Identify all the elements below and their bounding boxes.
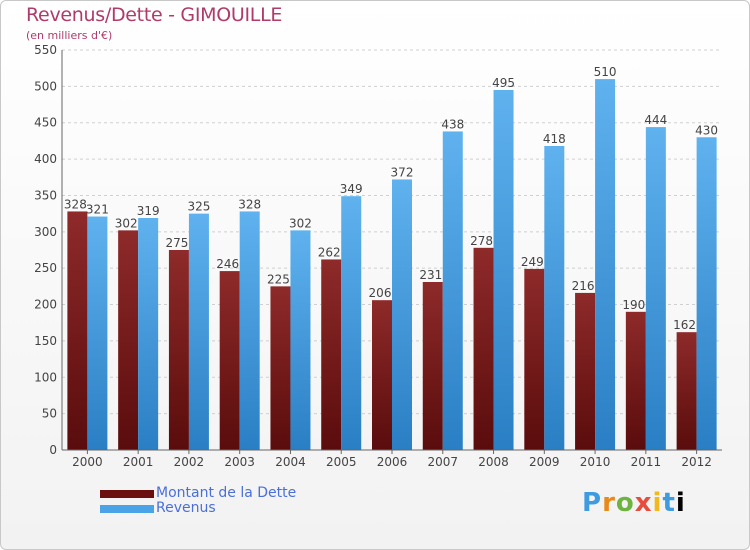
bar-revenus	[392, 179, 412, 451]
bar-dette	[625, 311, 646, 450]
x-tick-label: 2002	[174, 455, 205, 469]
x-tick-label: 2001	[123, 455, 154, 469]
data-label-dette: 328	[64, 197, 87, 211]
bar-dette	[118, 230, 139, 450]
bar-revenus	[341, 196, 362, 450]
legend-label-revenus: Revenus	[156, 500, 216, 516]
data-label-revenus: 372	[391, 165, 414, 179]
data-label-dette: 231	[419, 268, 442, 282]
data-label-revenus: 495	[492, 76, 515, 90]
bar-dette	[67, 211, 88, 450]
data-label-revenus: 328	[238, 197, 261, 211]
bar-revenus	[442, 131, 463, 451]
y-tick-label: 50	[42, 407, 57, 421]
bar-revenus	[188, 213, 209, 450]
bar-revenus	[696, 137, 717, 451]
y-tick-label: 550	[34, 43, 57, 57]
data-label-dette: 225	[267, 272, 290, 286]
data-label-revenus: 444	[644, 113, 667, 127]
bar-dette	[676, 332, 697, 450]
x-tick-label: 2007	[427, 455, 458, 469]
data-label-revenus: 430	[695, 123, 718, 137]
x-tick-label: 2006	[377, 455, 408, 469]
bar-dette	[473, 247, 494, 450]
y-tick-label: 400	[34, 152, 57, 166]
bar-revenus	[239, 211, 260, 450]
x-tick-label: 2000	[72, 455, 103, 469]
y-tick-label: 0	[49, 443, 57, 457]
data-label-dette: 216	[572, 279, 595, 293]
chart-title: Revenus/Dette - GIMOUILLE	[26, 4, 283, 26]
x-tick-label: 2008	[478, 455, 509, 469]
x-tick-label: 2012	[681, 455, 712, 469]
legend-swatch-revenus	[100, 504, 154, 513]
bar-dette	[321, 259, 342, 450]
data-label-revenus: 321	[86, 203, 109, 217]
bar-revenus	[138, 218, 159, 450]
bar-revenus	[290, 230, 311, 450]
data-label-dette: 246	[216, 257, 239, 271]
bar-dette	[575, 292, 596, 450]
bar-dette	[524, 268, 545, 450]
bar-revenus	[645, 127, 666, 450]
data-label-dette: 302	[115, 216, 138, 230]
y-tick-label: 300	[34, 225, 57, 239]
x-tick-label: 2003	[224, 455, 255, 469]
data-label-revenus: 319	[137, 204, 160, 218]
x-tick-label: 2005	[326, 455, 357, 469]
chart-legend: Montant de la Dette Revenus	[100, 486, 296, 516]
data-label-revenus: 510	[594, 65, 617, 79]
data-label-revenus: 302	[289, 216, 312, 230]
legend-item-dette: Montant de la Dette	[100, 486, 296, 501]
y-tick-label: 150	[34, 334, 57, 348]
data-label-dette: 249	[521, 255, 544, 269]
data-label-dette: 262	[318, 245, 341, 259]
y-tick-label: 250	[34, 261, 57, 275]
y-tick-label: 200	[34, 298, 57, 312]
chart-subtitle: (en milliers d'€)	[26, 29, 113, 42]
x-tick-label: 2009	[529, 455, 560, 469]
bar-dette	[168, 250, 189, 450]
proxiti-logo: Proxiti	[582, 488, 686, 518]
bar-revenus	[544, 146, 565, 450]
y-tick-label: 350	[34, 188, 57, 202]
bar-dette	[372, 300, 392, 450]
bar-dette	[270, 286, 291, 450]
legend-swatch-dette	[100, 489, 154, 498]
x-tick-label: 2010	[580, 455, 611, 469]
legend-item-revenus: Revenus	[100, 501, 296, 516]
y-tick-label: 500	[34, 79, 57, 93]
y-tick-label: 100	[34, 370, 57, 384]
legend-label-dette: Montant de la Dette	[156, 485, 297, 501]
bar-revenus	[87, 216, 108, 450]
bar-revenus	[595, 79, 616, 450]
bar-dette	[422, 282, 443, 450]
data-label-revenus: 325	[187, 200, 210, 214]
bar-dette	[219, 271, 240, 450]
data-label-dette: 275	[165, 236, 188, 250]
data-label-revenus: 418	[543, 132, 566, 146]
data-label-dette: 206	[369, 286, 392, 300]
data-label-dette: 162	[673, 318, 696, 332]
y-tick-label: 450	[34, 116, 57, 130]
data-label-revenus: 349	[340, 182, 363, 196]
data-label-dette: 278	[470, 234, 493, 248]
x-tick-label: 2004	[275, 455, 306, 469]
data-label-dette: 190	[622, 298, 645, 312]
x-tick-label: 2011	[631, 455, 662, 469]
data-label-revenus: 438	[441, 117, 464, 131]
bar-revenus	[493, 90, 514, 450]
